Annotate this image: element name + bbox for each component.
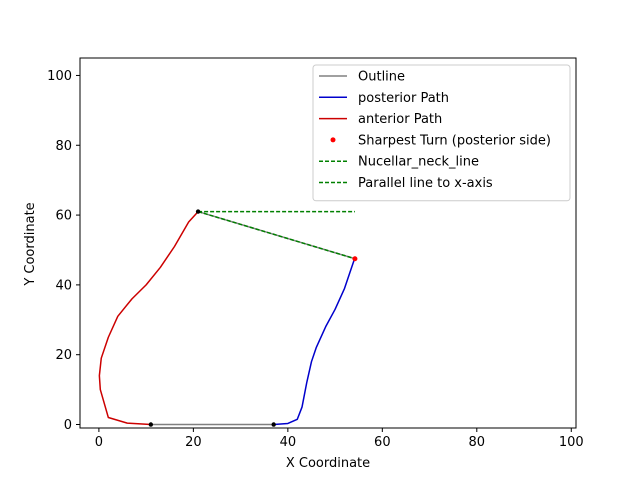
x-tick-label: 20	[185, 435, 202, 450]
legend-label-sharpest-turn-posterior-side: Sharpest Turn (posterior side)	[358, 133, 551, 148]
y-tick-label: 0	[64, 418, 72, 433]
y-tick-label: 60	[55, 209, 72, 224]
series-line-anterior-path	[98, 211, 199, 426]
series-line-posterior-path	[273, 260, 355, 426]
x-tick-label: 100	[559, 435, 584, 450]
x-tick-label: 40	[280, 435, 297, 450]
axes: 0 20 40 60 80 100 0 20 40 60 80 100	[47, 57, 584, 450]
legend-label-outline: Outline	[358, 70, 405, 85]
x-tick-label: 80	[469, 435, 486, 450]
y-tick-label: 40	[55, 278, 72, 293]
sharpest-turn-point	[352, 256, 358, 262]
legend: Outline posterior Path anterior Path Sharpe…	[312, 64, 571, 202]
legend-label-parallel-line-to-x-axis: Parallel line to x-axis	[358, 176, 493, 191]
x-tick-label: 60	[374, 435, 391, 450]
black-point-1	[271, 422, 276, 427]
legend-label-anterior-path: anterior Path	[358, 112, 442, 127]
legend-label-nucellar-neck-line: Nucellar_neck_line	[358, 155, 479, 170]
black-point-0	[148, 422, 154, 427]
y-axis-label: Y Coordinate	[23, 202, 38, 286]
y-tick-label: 100	[47, 69, 72, 84]
legend-marker-sharpest-turn-posterior-side	[330, 137, 336, 143]
axes-frame	[79, 57, 577, 429]
x-axis-label: X Coordinate	[286, 456, 370, 471]
black-point-2	[195, 209, 201, 214]
legend-label-posterior-path: posterior Path	[358, 91, 449, 106]
y-tick-label: 20	[55, 348, 72, 363]
x-tick-label: 0	[95, 435, 103, 450]
series-marks	[98, 209, 358, 427]
series-line-nucellar-neck-line	[197, 210, 356, 260]
y-tick-label: 80	[55, 139, 72, 154]
legend-box	[312, 64, 571, 202]
